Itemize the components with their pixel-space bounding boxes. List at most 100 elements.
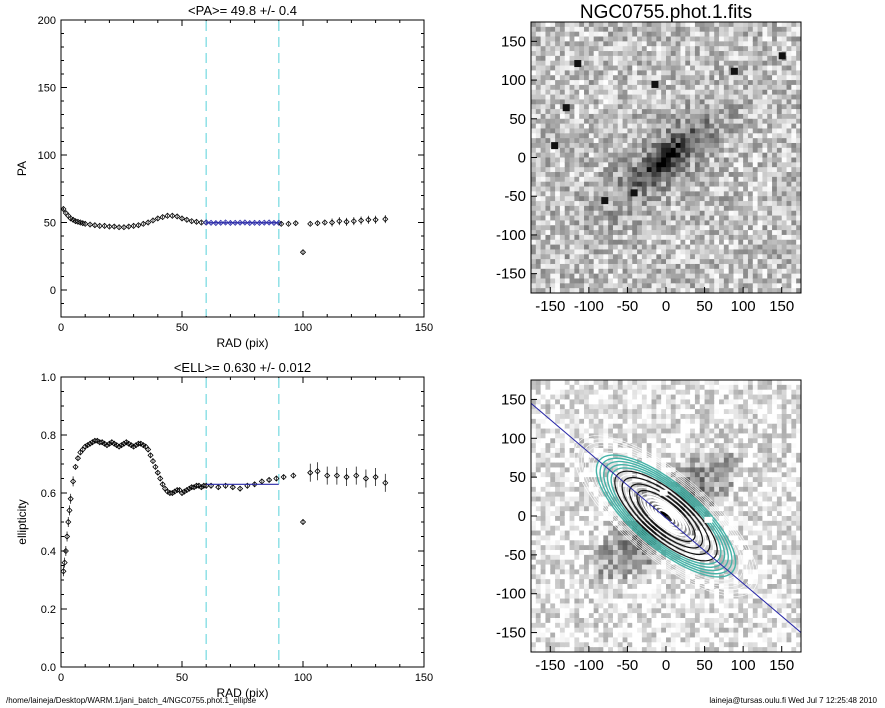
image-pixel xyxy=(776,84,783,91)
image-pixel xyxy=(752,55,759,62)
image-pixel xyxy=(641,138,648,144)
image-pixel xyxy=(641,186,648,192)
image-pixel xyxy=(776,157,783,163)
image-pixel xyxy=(685,55,691,62)
image-pixel xyxy=(531,569,537,575)
x-tick-label: 100 xyxy=(294,672,312,684)
image-pixel xyxy=(776,46,783,52)
image-pixel xyxy=(747,22,754,28)
image-pixel xyxy=(714,234,720,241)
image-pixel xyxy=(637,181,643,188)
image-pixel xyxy=(728,263,735,270)
image-pixel xyxy=(545,176,551,183)
image-pixel xyxy=(564,618,571,624)
image-pixel xyxy=(622,550,629,556)
image-pixel xyxy=(569,448,575,454)
image-pixel xyxy=(612,569,619,575)
image-pixel xyxy=(685,186,691,192)
image-pixel xyxy=(776,181,783,188)
image-pixel xyxy=(574,506,580,512)
image-pixel xyxy=(579,162,585,168)
image-pixel xyxy=(569,263,575,270)
image-pixel xyxy=(603,263,609,270)
x-tick-label: -100 xyxy=(574,298,604,315)
image-pixel xyxy=(675,75,682,81)
image-pixel xyxy=(767,254,773,260)
image-pixel xyxy=(666,234,672,241)
image-pixel xyxy=(579,637,585,643)
image-pixel xyxy=(656,142,662,149)
image-pixel xyxy=(593,554,600,561)
image-pixel xyxy=(584,433,590,439)
image-pixel xyxy=(632,133,638,139)
image-pixel xyxy=(608,22,614,28)
image-pixel xyxy=(781,147,788,154)
image-pixel xyxy=(574,457,580,464)
image-pixel xyxy=(752,191,759,197)
image-pixel xyxy=(661,263,667,270)
image-pixel xyxy=(622,147,629,154)
image-pixel xyxy=(622,423,629,430)
image-pixel xyxy=(791,147,797,154)
image-pixel xyxy=(757,123,764,130)
image-pixel xyxy=(540,70,547,76)
image-pixel xyxy=(569,443,575,449)
image-pixel xyxy=(699,65,706,71)
image-pixel xyxy=(531,162,537,168)
image-pixel xyxy=(598,598,604,605)
image-pixel xyxy=(579,520,585,527)
image-pixel xyxy=(555,133,561,139)
image-pixel xyxy=(752,113,759,120)
image-pixel xyxy=(550,109,556,115)
image-pixel xyxy=(612,506,619,512)
image-pixel xyxy=(791,288,797,293)
image-pixel xyxy=(646,191,653,197)
image-pixel xyxy=(603,104,609,110)
image-pixel xyxy=(612,618,619,624)
image-pixel xyxy=(680,99,686,105)
image-pixel xyxy=(661,162,667,168)
image-pixel xyxy=(637,477,643,483)
image-pixel xyxy=(627,225,633,231)
image-pixel xyxy=(680,147,686,154)
image-pixel xyxy=(608,225,614,231)
image-pixel xyxy=(694,118,701,125)
image-pixel xyxy=(675,147,682,154)
image-pixel xyxy=(564,588,571,595)
image-pixel xyxy=(781,94,788,101)
image-pixel xyxy=(574,31,580,38)
image-pixel xyxy=(728,210,735,217)
image-pixel xyxy=(588,273,595,280)
image-pixel xyxy=(661,215,667,222)
image-pixel xyxy=(666,167,672,173)
image-pixel xyxy=(796,283,801,289)
image-pixel xyxy=(617,535,624,541)
image-pixel xyxy=(694,162,701,168)
image-pixel xyxy=(646,172,653,178)
image-pixel xyxy=(574,138,580,144)
image-pixel xyxy=(593,41,600,47)
image-pixel xyxy=(564,530,571,537)
image-pixel xyxy=(796,278,801,284)
image-pixel xyxy=(540,525,547,532)
image-pixel xyxy=(569,394,575,401)
image-pixel xyxy=(559,574,566,580)
image-pixel xyxy=(569,632,575,639)
image-pixel xyxy=(709,225,715,231)
image-pixel xyxy=(675,249,682,255)
image-pixel xyxy=(598,394,604,401)
image-pixel xyxy=(535,462,542,469)
image-pixel xyxy=(584,506,590,512)
image-pixel xyxy=(608,443,614,449)
image-pixel xyxy=(627,176,633,183)
image-pixel xyxy=(540,550,547,556)
image-pixel xyxy=(608,41,614,47)
image-pixel xyxy=(767,181,773,188)
image-pixel xyxy=(622,113,629,120)
image-pixel xyxy=(584,438,590,444)
data-point xyxy=(350,218,357,225)
image-pixel xyxy=(627,70,633,76)
image-pixel xyxy=(747,99,754,105)
image-pixel xyxy=(627,80,633,86)
image-pixel xyxy=(752,142,759,149)
